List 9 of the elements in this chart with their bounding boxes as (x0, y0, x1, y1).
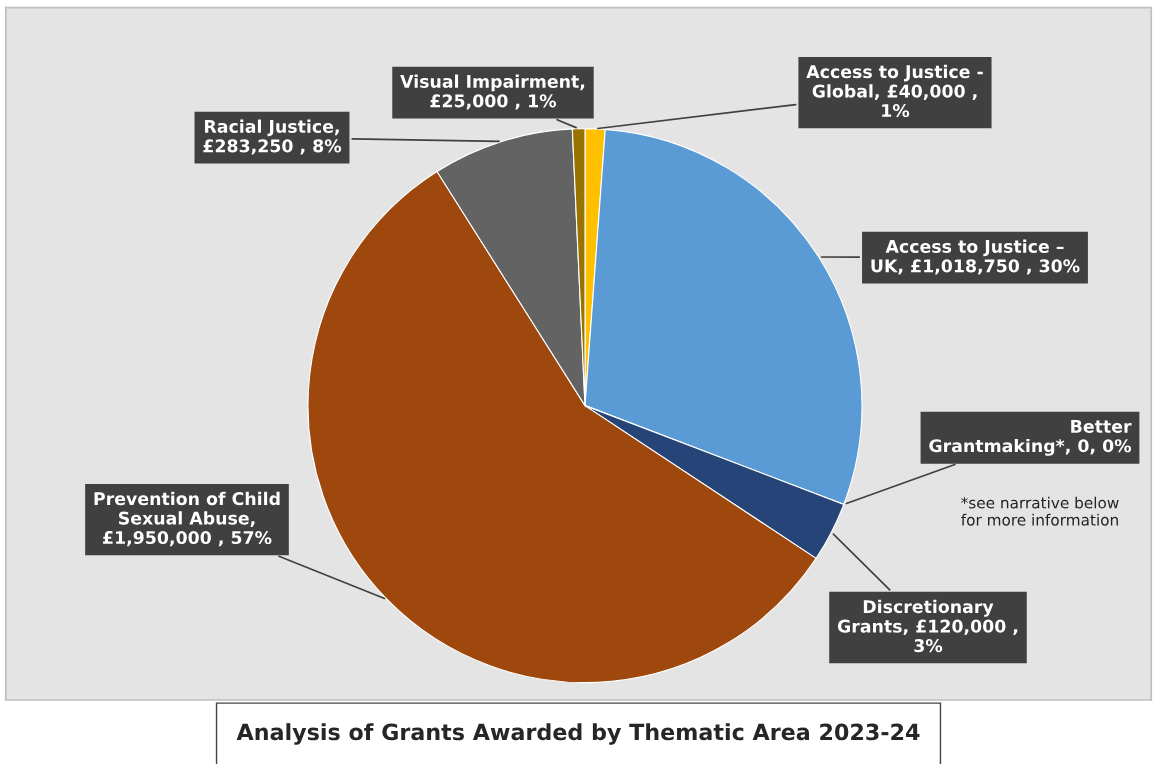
slice-label: Discretionary Grants, £120,000 , 3% (837, 599, 1018, 653)
slice-label: Access to Justice - Global, £40,000 , 1% (806, 64, 983, 118)
slice-label: Visual Impairment, £25,000 , 1% (400, 74, 585, 110)
slice-label: Access to Justice – UK, £1,018,750 , 30% (871, 239, 1080, 275)
slice-label: Prevention of Child Sexual Abuse, £1,950,000 , 57% (94, 491, 280, 547)
slice-label: Racial Justice, £283,250 , 8% (203, 119, 342, 155)
text: Analysis of Grants Awarded by Thematic Area 2023-24 (236, 723, 920, 745)
text: *see narrative below for more information (961, 496, 1119, 526)
category-label: Better Grantmaking*, 0, 0% (929, 419, 1132, 456)
